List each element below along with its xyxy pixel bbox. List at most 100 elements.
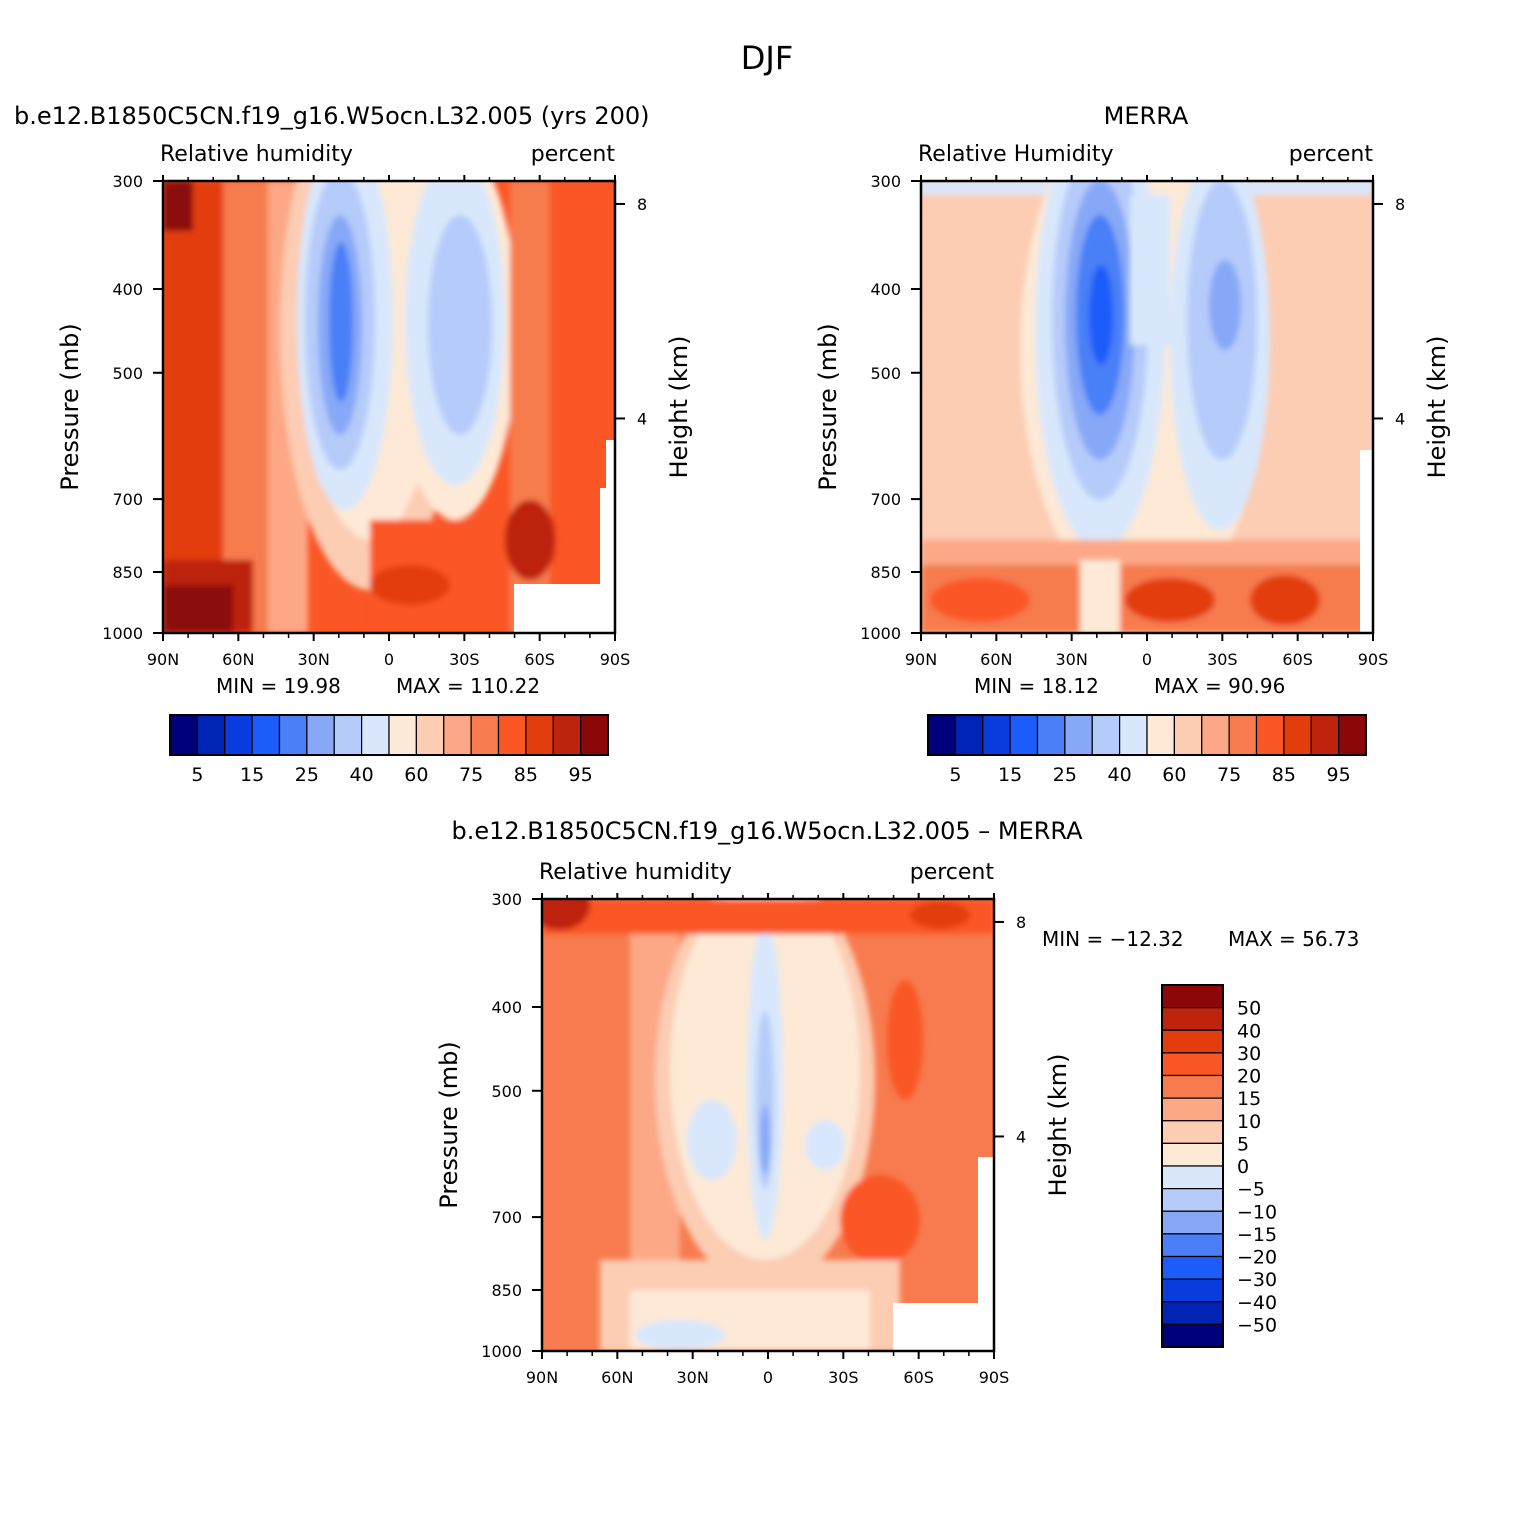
obs-colorbar-swatch [1173, 714, 1203, 756]
obs-colorbar-label: 40 [1108, 764, 1132, 786]
diff-colorbar-label: 20 [1237, 1066, 1261, 1088]
model-right-subtitle: percent [531, 142, 616, 167]
diff-colorbar-swatch [1161, 1278, 1224, 1303]
model-missing-region-2 [600, 488, 615, 584]
obs-x-tick-label: 60N [980, 650, 1012, 669]
diff-x-tick-label: 0 [763, 1368, 773, 1387]
diff-colorbar-swatch [1161, 1210, 1224, 1235]
obs-right-subtitle: percent [1289, 142, 1374, 167]
diff-colorbar-swatch [1161, 1097, 1224, 1122]
diff-colorbar-swatch [1161, 1074, 1224, 1099]
obs-y-tick-label: 700 [870, 490, 901, 509]
model-x-tick-label: 30S [449, 650, 480, 669]
obs-missing-region [1360, 450, 1373, 633]
obs-colorbar-swatch [1338, 714, 1367, 756]
model-colorbar-label: 75 [459, 764, 483, 786]
diff-colorbar-swatch [1161, 1029, 1224, 1054]
model-colorbar-swatch [169, 714, 198, 756]
panel-model: b.e12.B1850C5CN.f19_g16.W5ocn.L32.005 (y… [14, 102, 693, 669]
obs-x-tick-label: 90S [1358, 650, 1389, 669]
model-colorbar-swatch [361, 714, 390, 756]
diff-field [542, 899, 994, 1351]
model-colorbar-swatch [415, 714, 445, 756]
obs-nh-dry-core [1089, 265, 1113, 365]
model-sh-low-core [505, 500, 555, 580]
obs-low-dry-gap [1080, 560, 1120, 633]
panel-diff: b.e12.B1850C5CN.f19_g16.W5ocn.L32.005 – … [435, 817, 1083, 1387]
diff-colorbar-label: 50 [1237, 998, 1261, 1020]
obs-colorbar-swatch [1283, 714, 1312, 756]
obs-nh-low-core [930, 578, 1030, 622]
obs-y-tick-label: 850 [870, 563, 901, 582]
obs-y-right-tick-label: 4 [1395, 409, 1405, 428]
model-missing-region [514, 584, 615, 633]
obs-colorbar-swatch [927, 714, 956, 756]
obs-colorbar-swatch [1201, 714, 1230, 756]
obs-tropics-low-core [1125, 578, 1215, 622]
diff-colorbar-label: −50 [1237, 1314, 1277, 1336]
diff-colorbar-swatch [1161, 1323, 1224, 1348]
model-y-tick-label: 400 [112, 280, 143, 299]
diff-colorbar-swatch [1161, 984, 1224, 1009]
model-colorbar-label: 40 [350, 764, 374, 786]
diff-colorbar-label: 10 [1237, 1111, 1261, 1133]
model-colorbar-label: 95 [569, 764, 593, 786]
obs-y-axis-label: Pressure (mb) [814, 323, 842, 490]
diff-colorbar-label: −20 [1237, 1247, 1277, 1269]
obs-colorbar-label: 85 [1272, 764, 1296, 786]
diff-x-tick-label: 60N [601, 1368, 633, 1387]
diff-colorbar-label: 30 [1237, 1043, 1261, 1065]
model-y-tick-label: 500 [112, 364, 143, 383]
model-y-axis-label: Pressure (mb) [56, 323, 84, 490]
diff-colorbar-label: 0 [1237, 1156, 1249, 1178]
obs-colorbar-swatch [1009, 714, 1039, 756]
model-min-label: MIN = 19.98 [216, 674, 341, 698]
diff-y-axis-label: Pressure (mb) [435, 1041, 463, 1208]
diff-case-title: b.e12.B1850C5CN.f19_g16.W5ocn.L32.005 – … [451, 817, 1083, 845]
model-colorbar-swatch [306, 714, 335, 756]
obs-x-tick-label: 30S [1207, 650, 1238, 669]
diff-x-tick-label: 60S [903, 1368, 934, 1387]
diff-colorbar-swatch [1161, 1007, 1224, 1031]
diff-colorbar-swatch [1161, 1120, 1224, 1144]
obs-x-tick-label: 60S [1282, 650, 1313, 669]
diff-y-tick-label: 700 [491, 1208, 522, 1227]
diff-colorbar-label: −10 [1237, 1201, 1277, 1223]
model-y-tick-label: 700 [112, 490, 143, 509]
model-x-tick-label: 30N [298, 650, 330, 669]
model-nh-top-core [163, 181, 193, 231]
obs-colorbar-swatch [954, 714, 984, 756]
model-colorbar-swatch [552, 714, 582, 756]
diff-missing-region [893, 1303, 994, 1351]
model-colorbar: 5 15 25 40 60 75 85 95 [169, 714, 609, 786]
model-colorbar-swatch [278, 714, 308, 756]
model-nh-dry-core [329, 242, 353, 402]
model-colorbar-swatch [580, 714, 609, 756]
obs-eq-bridge [1130, 195, 1170, 345]
diff-colorbar-label: 40 [1237, 1020, 1261, 1042]
diff-sh-mid-core [887, 980, 923, 1100]
diff-x-tick-label: 90N [526, 1368, 558, 1387]
diff-colorbar-swatch [1161, 1142, 1224, 1167]
model-field [163, 181, 615, 633]
obs-colorbar-swatch [1036, 714, 1066, 756]
obs-y-tick-label: 500 [870, 364, 901, 383]
obs-axes: 90N 60N 30N 0 30S 60S 90S 300 400 500 700 850 1000 8 4… [814, 172, 1451, 669]
obs-x-tick-label: 90N [905, 650, 937, 669]
diff-nh-top-core [542, 899, 590, 930]
model-x-tick-label: 90S [600, 650, 631, 669]
diff-y-tick-label: 850 [491, 1281, 522, 1300]
model-colorbar-swatch [196, 714, 226, 756]
diff-sh-dry [805, 1120, 845, 1170]
obs-x-tick-label: 30N [1056, 650, 1088, 669]
obs-colorbar-swatch [1146, 714, 1175, 756]
diff-colorbar-label: −40 [1237, 1292, 1277, 1314]
obs-colorbar-swatch [982, 714, 1011, 756]
diff-x-tick-label: 90S [979, 1368, 1010, 1387]
diff-y-tick-label: 400 [491, 998, 522, 1017]
model-left-subtitle: Relative humidity [160, 142, 353, 167]
obs-colorbar-label: 15 [998, 764, 1022, 786]
obs-case-title: MERRA [1104, 102, 1189, 130]
diff-max-label: MAX = 56.73 [1228, 927, 1359, 951]
